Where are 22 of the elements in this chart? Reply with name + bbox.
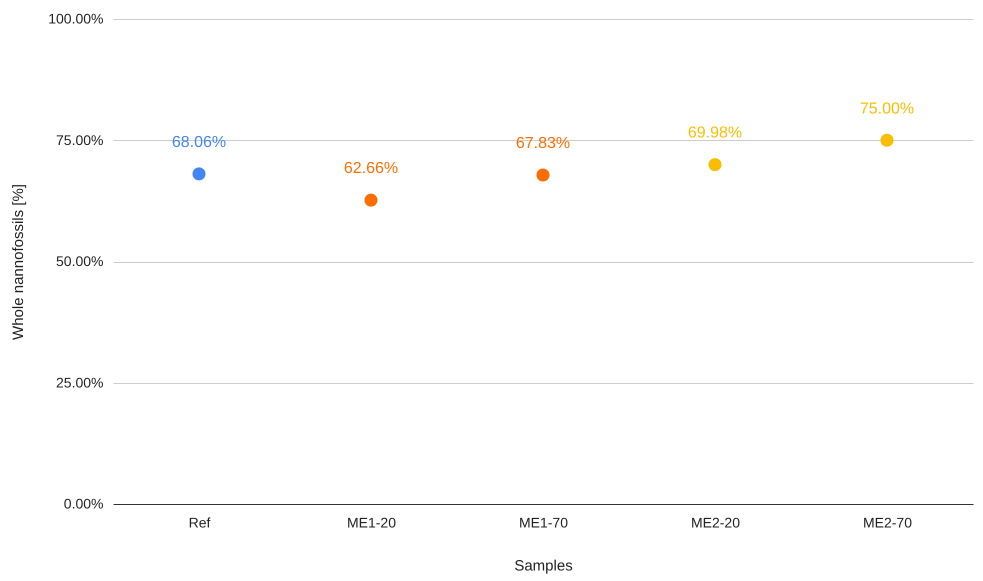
x-axis-title: Samples (514, 558, 573, 574)
data-label: 75.00% (860, 100, 914, 118)
x-tick-label: Ref (188, 514, 210, 530)
y-axis-title: Whole nannofossils [%] (10, 184, 28, 340)
point (880, 134, 894, 147)
x-tick-label: ME2-70 (862, 514, 912, 530)
point (192, 167, 206, 180)
x-tick-label: ME2-20 (690, 514, 740, 530)
y-tick-label: 75.00% (56, 132, 104, 148)
point (364, 194, 378, 207)
y-tick-label: 100.00% (48, 10, 104, 26)
y-tick-label: 50.00% (56, 253, 104, 269)
point (708, 158, 722, 172)
data-label: 62.66% (344, 160, 398, 178)
point (536, 168, 550, 182)
x-tick-label: ME1-20 (346, 514, 396, 530)
y-tick-label: 25.00% (56, 374, 104, 390)
x-tick-label: ME1-70 (518, 514, 568, 530)
y-tick-label: 0.00% (64, 496, 104, 512)
data-label: 69.98% (688, 124, 742, 142)
data-label: 68.06% (172, 134, 226, 151)
data-label: 67.83% (516, 135, 570, 152)
